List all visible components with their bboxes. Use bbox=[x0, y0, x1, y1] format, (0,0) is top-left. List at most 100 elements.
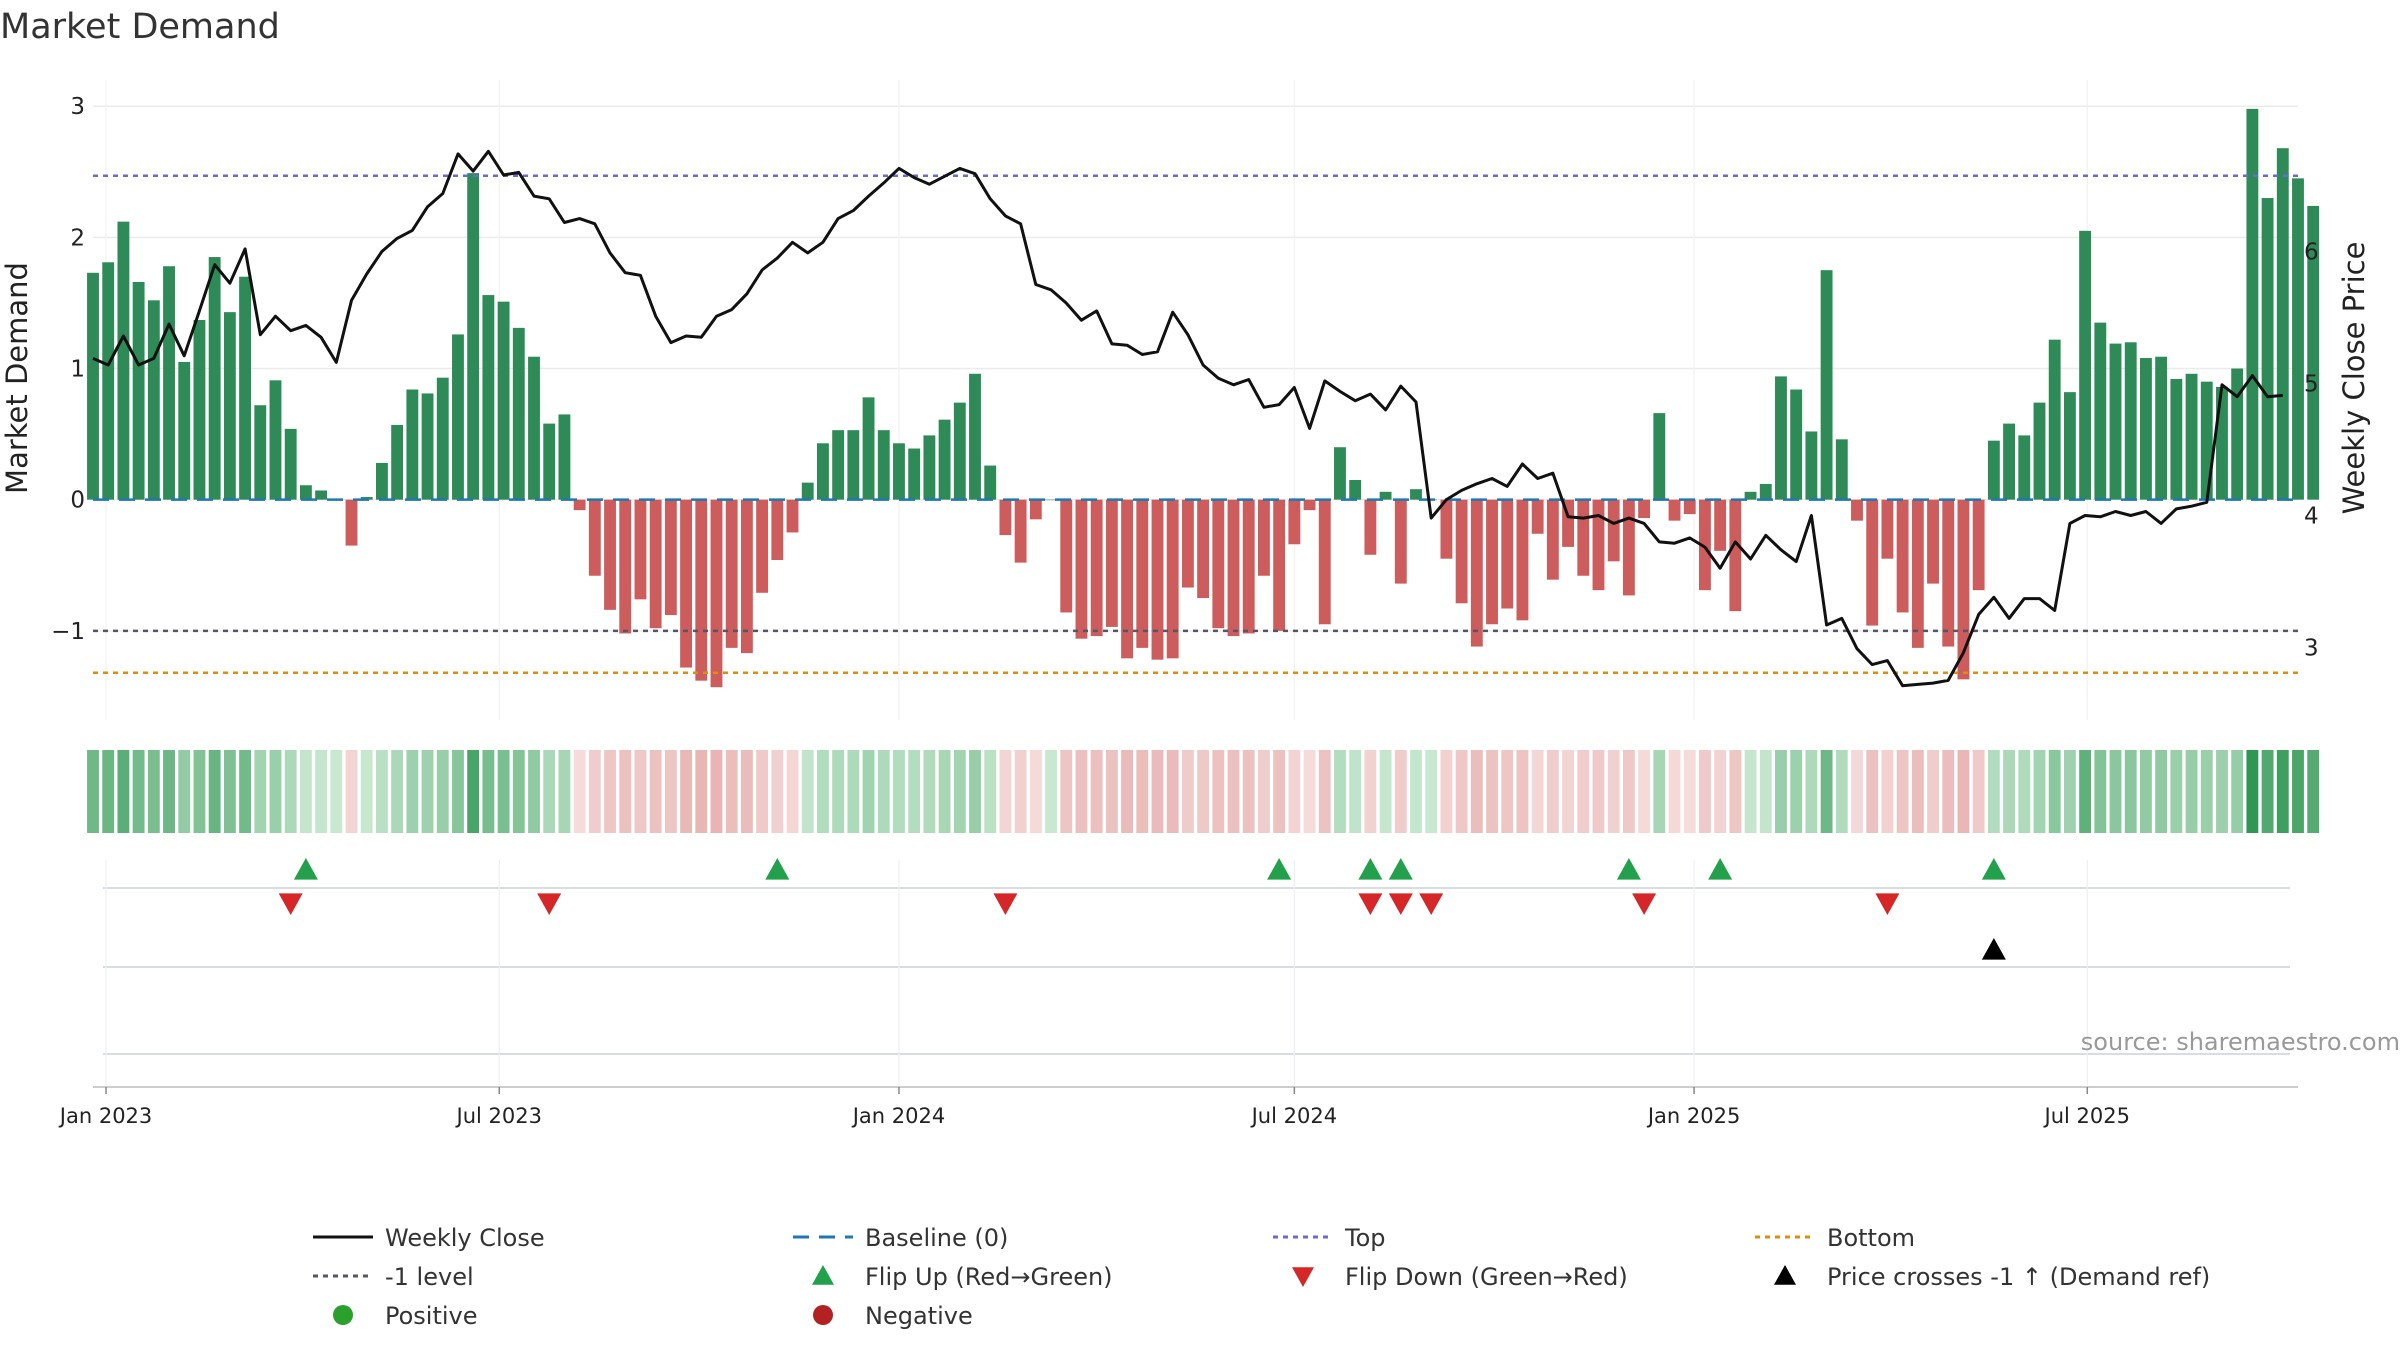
strip-cell bbox=[2018, 750, 2031, 833]
reference-lines bbox=[93, 174, 2298, 675]
demand-bar bbox=[208, 257, 221, 500]
strip-cell bbox=[163, 750, 175, 833]
source-note: source: sharemaestro.com bbox=[2081, 1028, 2400, 1056]
demand-bar bbox=[1090, 499, 1103, 637]
legend-label: Flip Up (Red→Green) bbox=[865, 1263, 1113, 1291]
strip-cell bbox=[969, 750, 981, 833]
legend-label: Price crosses -1 ↑ (Demand ref) bbox=[1827, 1263, 2210, 1291]
strip-cell bbox=[1349, 750, 1362, 833]
demand-bar bbox=[2018, 435, 2031, 500]
demand-bar bbox=[725, 499, 738, 648]
legend-label: Flip Down (Green→Red) bbox=[1345, 1263, 1628, 1291]
strip-cell bbox=[2307, 750, 2320, 833]
strip-cell bbox=[1714, 750, 1727, 833]
demand-bar bbox=[1653, 413, 1666, 500]
x-tick-label: Jul 2023 bbox=[455, 1104, 542, 1128]
demand-bar bbox=[2200, 381, 2213, 500]
strip-cell bbox=[1699, 750, 1711, 833]
strip-cell bbox=[467, 750, 480, 833]
strip-cell bbox=[664, 750, 677, 833]
demand-bar bbox=[1349, 480, 1362, 500]
strip-cell bbox=[2261, 750, 2274, 833]
strip-cell bbox=[817, 750, 829, 833]
strip-cell bbox=[1987, 750, 2000, 833]
strip-cell bbox=[208, 750, 221, 833]
strip-cell bbox=[1759, 750, 1772, 833]
y-axis-right-label: Weekly Close Price bbox=[2337, 242, 2371, 515]
demand-bar bbox=[1942, 499, 1955, 647]
demand-bar bbox=[664, 499, 677, 616]
demand-bar bbox=[1410, 489, 1422, 500]
strip-cell bbox=[1972, 750, 1985, 833]
price-line-layer bbox=[92, 149, 2283, 688]
strip-cell bbox=[1957, 750, 1970, 833]
strip-cell bbox=[1638, 750, 1651, 833]
strip-cell bbox=[284, 750, 297, 833]
strip-cell bbox=[923, 750, 936, 833]
demand-bar bbox=[421, 393, 434, 500]
demand-bar bbox=[1911, 499, 1924, 648]
strip-cell bbox=[908, 750, 921, 833]
y-axis-left-label: Market Demand bbox=[0, 262, 34, 494]
y-left-tick-label: 2 bbox=[70, 225, 85, 251]
legend-label: Weekly Close bbox=[385, 1224, 545, 1252]
legend-item: Positive bbox=[333, 1302, 478, 1330]
demand-bar bbox=[2124, 342, 2137, 500]
demand-bar bbox=[1258, 499, 1270, 576]
strip-cell bbox=[1212, 750, 1225, 833]
strip-cell bbox=[1592, 750, 1605, 833]
strip-cell bbox=[2124, 750, 2137, 833]
demand-bar bbox=[1866, 499, 1879, 626]
y-left-tick-label: 0 bbox=[70, 488, 85, 514]
demand-bar bbox=[2216, 386, 2228, 500]
demand-bar bbox=[147, 300, 160, 500]
legend-label: -1 level bbox=[385, 1263, 474, 1291]
strip-cell bbox=[2216, 750, 2228, 833]
strip-cell bbox=[893, 750, 905, 833]
demand-bar bbox=[512, 327, 525, 500]
strip-cell bbox=[1410, 750, 1422, 833]
strip-cell bbox=[710, 750, 723, 833]
demand-bar bbox=[756, 499, 769, 593]
demand-bar bbox=[254, 405, 267, 500]
strip-cell bbox=[1181, 750, 1194, 833]
demand-bar bbox=[893, 443, 905, 500]
demand-bar bbox=[1060, 499, 1073, 613]
flip-down-marker bbox=[1358, 893, 1383, 915]
demand-bar bbox=[1197, 499, 1210, 599]
strip-cell bbox=[2063, 750, 2076, 833]
strip-cell bbox=[269, 750, 282, 833]
chart-title: Market Demand bbox=[0, 7, 280, 47]
strip-cell bbox=[558, 750, 571, 833]
x-tick-label: Jan 2025 bbox=[1646, 1104, 1741, 1128]
demand-bar bbox=[588, 499, 601, 576]
strip-cell bbox=[1075, 750, 1088, 833]
flip-up-marker bbox=[1358, 858, 1383, 880]
demand-bar bbox=[1303, 499, 1316, 511]
strip-cell bbox=[1653, 750, 1666, 833]
strip-cell bbox=[1014, 750, 1027, 833]
demand-bar bbox=[223, 312, 236, 500]
strip-cell bbox=[1121, 750, 1133, 833]
strip-cell bbox=[1455, 750, 1468, 833]
demand-bar bbox=[710, 499, 723, 688]
strip-cell bbox=[482, 750, 495, 833]
demand-bar bbox=[969, 373, 981, 500]
strip-cell bbox=[1394, 750, 1407, 833]
demand-bar bbox=[391, 424, 404, 500]
strip-cell bbox=[2185, 750, 2198, 833]
demand-bar bbox=[1136, 499, 1149, 648]
strip-cell bbox=[1273, 750, 1286, 833]
strip-cell bbox=[1090, 750, 1103, 833]
strip-cell bbox=[2200, 750, 2213, 833]
legend-swatch bbox=[333, 1305, 353, 1325]
strip-cell bbox=[2140, 750, 2152, 833]
demand-bar bbox=[1227, 499, 1240, 637]
strip-cell bbox=[862, 750, 875, 833]
demand-bar bbox=[2185, 373, 2198, 500]
demand-bar bbox=[193, 320, 206, 500]
demand-bar bbox=[376, 462, 388, 500]
y-axes: −1 0 1 2 3 3 4 5 6 bbox=[51, 94, 2319, 661]
demand-bar bbox=[436, 377, 449, 500]
demand-bar bbox=[1273, 499, 1286, 631]
